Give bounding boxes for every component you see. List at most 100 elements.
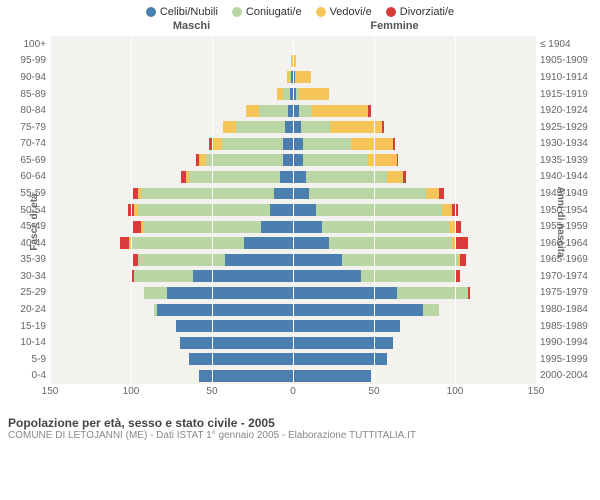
x-tick-label: 150 <box>528 386 545 397</box>
bar-segment <box>157 304 293 316</box>
legend-item: Vedovi/e <box>316 6 372 18</box>
age-label: 60-64 <box>0 169 50 186</box>
legend-item: Coniugati/e <box>232 6 302 18</box>
age-label: 100+ <box>0 36 50 53</box>
bar-segment <box>293 337 393 349</box>
bar-segment <box>283 154 293 166</box>
bar-segment <box>293 304 423 316</box>
birth-year-label: 1995-1999 <box>536 351 600 368</box>
age-label: 70-74 <box>0 135 50 152</box>
bar-segment <box>293 171 306 183</box>
footer: Popolazione per età, sesso e stato civil… <box>0 412 600 441</box>
birth-year-label: 1990-1994 <box>536 334 600 351</box>
age-label: 65-69 <box>0 152 50 169</box>
female-bar <box>293 270 536 282</box>
bar-segment <box>199 370 293 382</box>
female-bar <box>293 287 536 299</box>
bar-segment <box>312 105 367 117</box>
birth-year-label: 1960-1964 <box>536 235 600 252</box>
male-bar <box>50 171 293 183</box>
bar-segment <box>301 121 330 133</box>
bar-segment <box>283 138 293 150</box>
bar-segment <box>285 121 293 133</box>
bar-segment <box>426 188 439 200</box>
footer-title: Popolazione per età, sesso e stato civil… <box>8 416 592 430</box>
age-label: 95-99 <box>0 53 50 70</box>
age-label: 30-34 <box>0 268 50 285</box>
male-bar <box>50 221 293 233</box>
male-bar <box>50 138 293 150</box>
bar-segment <box>299 105 312 117</box>
bar-segment <box>368 154 397 166</box>
bar-segment <box>303 138 352 150</box>
bar-segment <box>293 121 301 133</box>
female-bar <box>293 304 536 316</box>
male-bar <box>50 55 293 67</box>
bar-segment <box>212 138 222 150</box>
bar-segment <box>141 188 274 200</box>
male-bar <box>50 204 293 216</box>
male-bar <box>50 154 293 166</box>
bar-segment <box>144 221 261 233</box>
male-bar <box>50 270 293 282</box>
bar-segment <box>131 237 244 249</box>
bar-segment <box>193 270 293 282</box>
female-bar <box>293 188 536 200</box>
bar-segment <box>236 121 285 133</box>
bar-segment <box>134 270 192 282</box>
bar-segment <box>293 188 309 200</box>
bar-segment <box>316 204 442 216</box>
female-bar <box>293 370 536 382</box>
age-label: 85-89 <box>0 86 50 103</box>
grid-line <box>50 36 51 384</box>
y-axis-right-labels: ≤ 19041905-19091910-19141915-19191920-19… <box>536 36 600 384</box>
birth-year-label: 1925-1929 <box>536 119 600 136</box>
bar-segment <box>222 138 284 150</box>
bar-segment <box>176 320 293 332</box>
male-bar <box>50 121 293 133</box>
bar-segment <box>293 370 371 382</box>
bar-segment <box>397 287 468 299</box>
female-bar <box>293 337 536 349</box>
bar-segment <box>303 154 368 166</box>
bar-segment <box>274 188 293 200</box>
birth-year-label: 1915-1919 <box>536 86 600 103</box>
age-label: 10-14 <box>0 334 50 351</box>
legend: Celibi/NubiliConiugati/eVedovi/eDivorzia… <box>0 0 600 20</box>
bar-segment <box>455 237 468 249</box>
bar-segment <box>293 254 342 266</box>
legend-swatch <box>232 7 242 17</box>
bar-segment <box>403 171 406 183</box>
birth-year-label: 2000-2004 <box>536 368 600 385</box>
age-label: 15-19 <box>0 318 50 335</box>
male-bar <box>50 353 293 365</box>
birth-year-label: 1985-1989 <box>536 318 600 335</box>
birth-year-label: 1920-1924 <box>536 102 600 119</box>
age-label: 75-79 <box>0 119 50 136</box>
birth-year-label: 1905-1909 <box>536 53 600 70</box>
age-label: 45-49 <box>0 218 50 235</box>
age-label: 80-84 <box>0 102 50 119</box>
birth-year-label: 1970-1974 <box>536 268 600 285</box>
bar-segment <box>293 221 322 233</box>
legend-label: Divorziati/e <box>400 6 454 18</box>
birth-year-label: 1910-1914 <box>536 69 600 86</box>
bar-segment <box>189 353 293 365</box>
age-label: 0-4 <box>0 368 50 385</box>
footer-subtitle: COMUNE DI LETOJANNI (ME) - Dati ISTAT 1°… <box>8 430 592 441</box>
bar-segment <box>295 71 311 83</box>
age-label: 25-29 <box>0 285 50 302</box>
birth-year-label: 1955-1959 <box>536 218 600 235</box>
bar-segment <box>393 138 395 150</box>
x-tick-label: 50 <box>206 386 217 397</box>
bar-segment <box>270 204 293 216</box>
bar-segment <box>293 237 329 249</box>
female-bar <box>293 55 536 67</box>
bar-segment <box>189 171 280 183</box>
legend-swatch <box>146 7 156 17</box>
grid-line <box>131 36 132 384</box>
female-bar <box>293 320 536 332</box>
female-bar <box>293 138 536 150</box>
bar-segment <box>293 353 387 365</box>
male-bar <box>50 237 293 249</box>
